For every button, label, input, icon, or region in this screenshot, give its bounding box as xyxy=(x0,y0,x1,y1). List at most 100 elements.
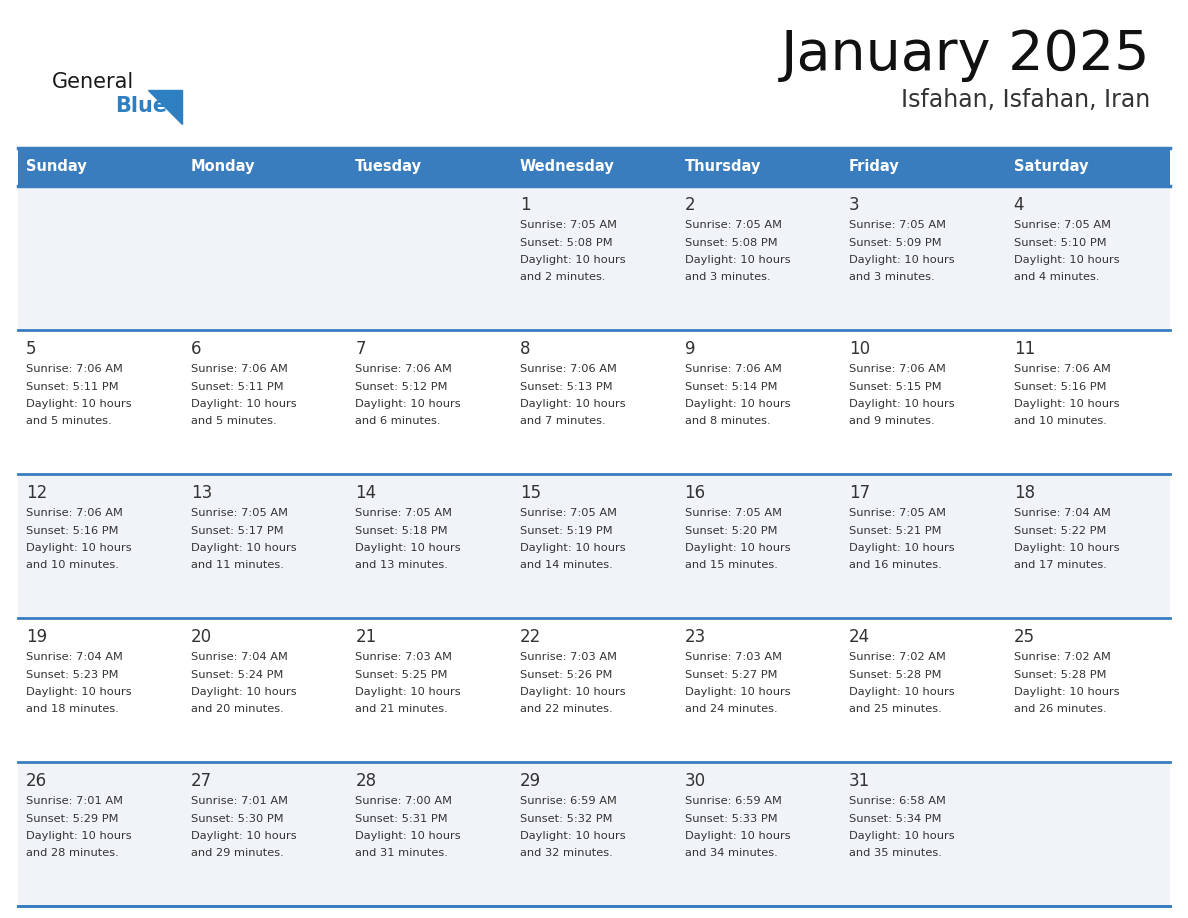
Text: Sunrise: 7:06 AM: Sunrise: 7:06 AM xyxy=(26,364,124,374)
Text: 28: 28 xyxy=(355,772,377,790)
Text: and 5 minutes.: and 5 minutes. xyxy=(191,417,277,427)
Text: Sunset: 5:27 PM: Sunset: 5:27 PM xyxy=(684,669,777,679)
Text: Sunrise: 7:05 AM: Sunrise: 7:05 AM xyxy=(1013,220,1111,230)
Text: Sunrise: 7:05 AM: Sunrise: 7:05 AM xyxy=(191,508,287,518)
Bar xyxy=(512,762,676,906)
Bar xyxy=(18,186,183,330)
Text: General: General xyxy=(52,72,134,92)
Text: 27: 27 xyxy=(191,772,211,790)
Text: Sunset: 5:29 PM: Sunset: 5:29 PM xyxy=(26,813,119,823)
Text: Sunset: 5:23 PM: Sunset: 5:23 PM xyxy=(26,669,119,679)
Text: Daylight: 10 hours: Daylight: 10 hours xyxy=(355,831,461,841)
Text: Sunrise: 7:06 AM: Sunrise: 7:06 AM xyxy=(684,364,782,374)
Bar xyxy=(676,618,841,762)
Text: Sunset: 5:19 PM: Sunset: 5:19 PM xyxy=(520,525,613,535)
Text: Daylight: 10 hours: Daylight: 10 hours xyxy=(26,399,132,409)
Text: and 18 minutes.: and 18 minutes. xyxy=(26,704,119,714)
Text: 11: 11 xyxy=(1013,340,1035,358)
Text: Sunset: 5:25 PM: Sunset: 5:25 PM xyxy=(355,669,448,679)
Text: Daylight: 10 hours: Daylight: 10 hours xyxy=(849,831,955,841)
Text: Daylight: 10 hours: Daylight: 10 hours xyxy=(1013,255,1119,265)
Bar xyxy=(512,474,676,618)
Polygon shape xyxy=(148,90,182,124)
Text: Sunset: 5:11 PM: Sunset: 5:11 PM xyxy=(26,382,119,391)
Bar xyxy=(183,330,347,474)
Text: Sunset: 5:18 PM: Sunset: 5:18 PM xyxy=(355,525,448,535)
Text: Sunset: 5:14 PM: Sunset: 5:14 PM xyxy=(684,382,777,391)
Text: Daylight: 10 hours: Daylight: 10 hours xyxy=(684,399,790,409)
Text: Sunday: Sunday xyxy=(26,160,87,174)
Bar xyxy=(841,618,1005,762)
Text: 6: 6 xyxy=(191,340,201,358)
Text: and 14 minutes.: and 14 minutes. xyxy=(520,561,613,570)
Text: 29: 29 xyxy=(520,772,541,790)
Bar xyxy=(183,762,347,906)
Text: Daylight: 10 hours: Daylight: 10 hours xyxy=(684,687,790,697)
Text: 5: 5 xyxy=(26,340,37,358)
Text: and 7 minutes.: and 7 minutes. xyxy=(520,417,606,427)
Text: 20: 20 xyxy=(191,628,211,646)
Text: Daylight: 10 hours: Daylight: 10 hours xyxy=(26,687,132,697)
Text: and 6 minutes.: and 6 minutes. xyxy=(355,417,441,427)
Text: and 25 minutes.: and 25 minutes. xyxy=(849,704,942,714)
Text: Saturday: Saturday xyxy=(1013,160,1088,174)
Text: Monday: Monday xyxy=(191,160,255,174)
Bar xyxy=(347,474,512,618)
Text: Daylight: 10 hours: Daylight: 10 hours xyxy=(191,543,297,553)
Text: Sunset: 5:28 PM: Sunset: 5:28 PM xyxy=(849,669,942,679)
Text: Sunset: 5:24 PM: Sunset: 5:24 PM xyxy=(191,669,283,679)
Text: Daylight: 10 hours: Daylight: 10 hours xyxy=(520,543,626,553)
Bar xyxy=(347,618,512,762)
Text: and 10 minutes.: and 10 minutes. xyxy=(26,561,119,570)
Text: and 32 minutes.: and 32 minutes. xyxy=(520,848,613,858)
Text: Daylight: 10 hours: Daylight: 10 hours xyxy=(849,255,955,265)
Text: 4: 4 xyxy=(1013,196,1024,214)
Bar xyxy=(676,474,841,618)
Bar xyxy=(676,762,841,906)
Text: and 9 minutes.: and 9 minutes. xyxy=(849,417,935,427)
Text: and 21 minutes.: and 21 minutes. xyxy=(355,704,448,714)
Bar xyxy=(18,148,183,186)
Text: Daylight: 10 hours: Daylight: 10 hours xyxy=(26,543,132,553)
Text: and 28 minutes.: and 28 minutes. xyxy=(26,848,119,858)
Text: 2: 2 xyxy=(684,196,695,214)
Text: Sunrise: 7:03 AM: Sunrise: 7:03 AM xyxy=(684,652,782,662)
Text: 31: 31 xyxy=(849,772,871,790)
Text: Daylight: 10 hours: Daylight: 10 hours xyxy=(355,687,461,697)
Text: Daylight: 10 hours: Daylight: 10 hours xyxy=(1013,543,1119,553)
Bar xyxy=(841,148,1005,186)
Text: 13: 13 xyxy=(191,484,211,502)
Text: 7: 7 xyxy=(355,340,366,358)
Text: Daylight: 10 hours: Daylight: 10 hours xyxy=(849,399,955,409)
Text: Sunset: 5:16 PM: Sunset: 5:16 PM xyxy=(1013,382,1106,391)
Text: Sunset: 5:10 PM: Sunset: 5:10 PM xyxy=(1013,238,1106,248)
Text: Friday: Friday xyxy=(849,160,899,174)
Text: 22: 22 xyxy=(520,628,542,646)
Text: Sunrise: 7:01 AM: Sunrise: 7:01 AM xyxy=(26,796,124,806)
Bar xyxy=(347,186,512,330)
Text: Sunset: 5:08 PM: Sunset: 5:08 PM xyxy=(520,238,613,248)
Text: Sunrise: 7:05 AM: Sunrise: 7:05 AM xyxy=(520,508,617,518)
Text: and 29 minutes.: and 29 minutes. xyxy=(191,848,284,858)
Text: and 8 minutes.: and 8 minutes. xyxy=(684,417,770,427)
Text: and 4 minutes.: and 4 minutes. xyxy=(1013,273,1099,283)
Text: 1: 1 xyxy=(520,196,531,214)
Bar xyxy=(512,330,676,474)
Bar xyxy=(676,186,841,330)
Text: Sunrise: 7:02 AM: Sunrise: 7:02 AM xyxy=(849,652,946,662)
Text: Daylight: 10 hours: Daylight: 10 hours xyxy=(520,831,626,841)
Text: Sunrise: 6:58 AM: Sunrise: 6:58 AM xyxy=(849,796,946,806)
Text: Daylight: 10 hours: Daylight: 10 hours xyxy=(849,543,955,553)
Bar xyxy=(347,762,512,906)
Text: Daylight: 10 hours: Daylight: 10 hours xyxy=(355,543,461,553)
Bar xyxy=(1005,474,1170,618)
Text: January 2025: January 2025 xyxy=(781,28,1150,82)
Text: Sunset: 5:21 PM: Sunset: 5:21 PM xyxy=(849,525,942,535)
Text: Daylight: 10 hours: Daylight: 10 hours xyxy=(684,831,790,841)
Text: 30: 30 xyxy=(684,772,706,790)
Text: Sunset: 5:15 PM: Sunset: 5:15 PM xyxy=(849,382,942,391)
Text: and 22 minutes.: and 22 minutes. xyxy=(520,704,613,714)
Text: and 15 minutes.: and 15 minutes. xyxy=(684,561,777,570)
Bar xyxy=(1005,330,1170,474)
Text: Sunrise: 6:59 AM: Sunrise: 6:59 AM xyxy=(684,796,782,806)
